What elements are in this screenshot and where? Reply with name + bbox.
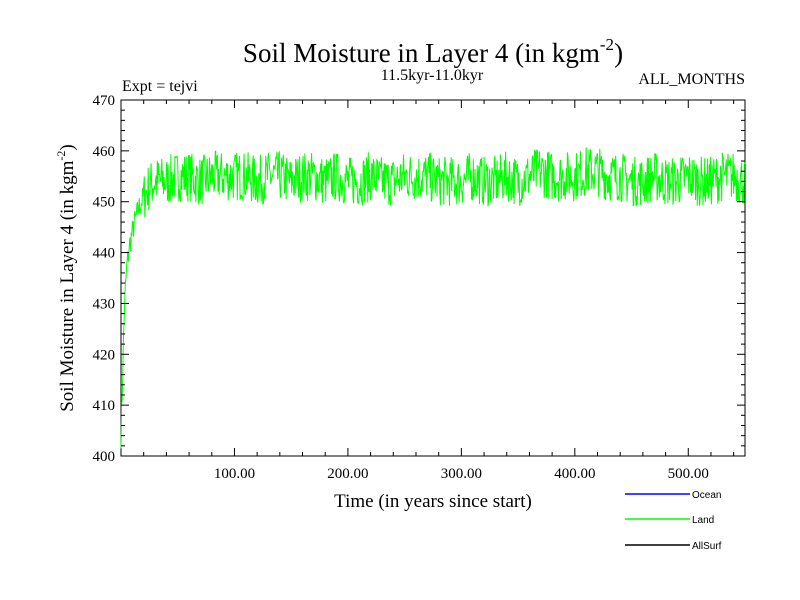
series-layer — [120, 147, 746, 449]
y-axis-label-text: Soil Moisture in Layer 4 (in kgm — [57, 160, 78, 411]
y-axis-label-sup: -2 — [54, 151, 68, 161]
x-tick-label: 200.00 — [327, 466, 368, 482]
x-tick-label: 500.00 — [668, 466, 709, 482]
y-tick-label: 450 — [93, 195, 116, 211]
chart-title-sup: -2 — [600, 35, 614, 54]
x-axis-label: Time (in years since start) — [334, 491, 532, 512]
subtitle-center: 11.5kyr-11.0kyr — [381, 67, 484, 84]
legend-label-ocean: Ocean — [692, 490, 721, 501]
subtitle-right: ALL_MONTHS — [638, 71, 745, 88]
legend-label-allsurf: AllSurf — [692, 541, 722, 552]
x-axis-ticks: 100.00 200.00 300.00 400.00 500.00 — [143, 100, 735, 482]
y-tick-label: 420 — [93, 347, 116, 363]
y-tick-label: 430 — [93, 296, 116, 312]
subtitle-left: Expt = tejvi — [122, 78, 198, 95]
plot-frame — [120, 99, 746, 457]
x-tick-label: 300.00 — [441, 466, 482, 482]
chart-title: Soil Moisture in Layer 4 (in kgm-2) — [243, 35, 623, 68]
chart-title-close: ) — [614, 38, 623, 68]
y-tick-label: 470 — [93, 93, 116, 109]
y-tick-label: 410 — [93, 398, 116, 414]
y-tick-label: 400 — [93, 449, 116, 465]
y-axis-label-close: ) — [57, 144, 78, 150]
series-line-land — [120, 147, 746, 449]
x-tick-label: 400.00 — [554, 466, 595, 482]
legend-label-land: Land — [692, 515, 714, 526]
x-tick-label: 100.00 — [214, 466, 255, 482]
y-tick-label: 460 — [93, 144, 116, 160]
y-axis-ticks: 400 410 420 430 440 450 460 470 — [93, 93, 745, 465]
y-axis-label: Soil Moisture in Layer 4 (in kgm-2) — [54, 144, 78, 412]
chart-title-text: Soil Moisture in Layer 4 (in kgm — [243, 38, 600, 68]
y-tick-label: 440 — [93, 246, 116, 262]
legend: Ocean Land AllSurf — [625, 490, 722, 552]
